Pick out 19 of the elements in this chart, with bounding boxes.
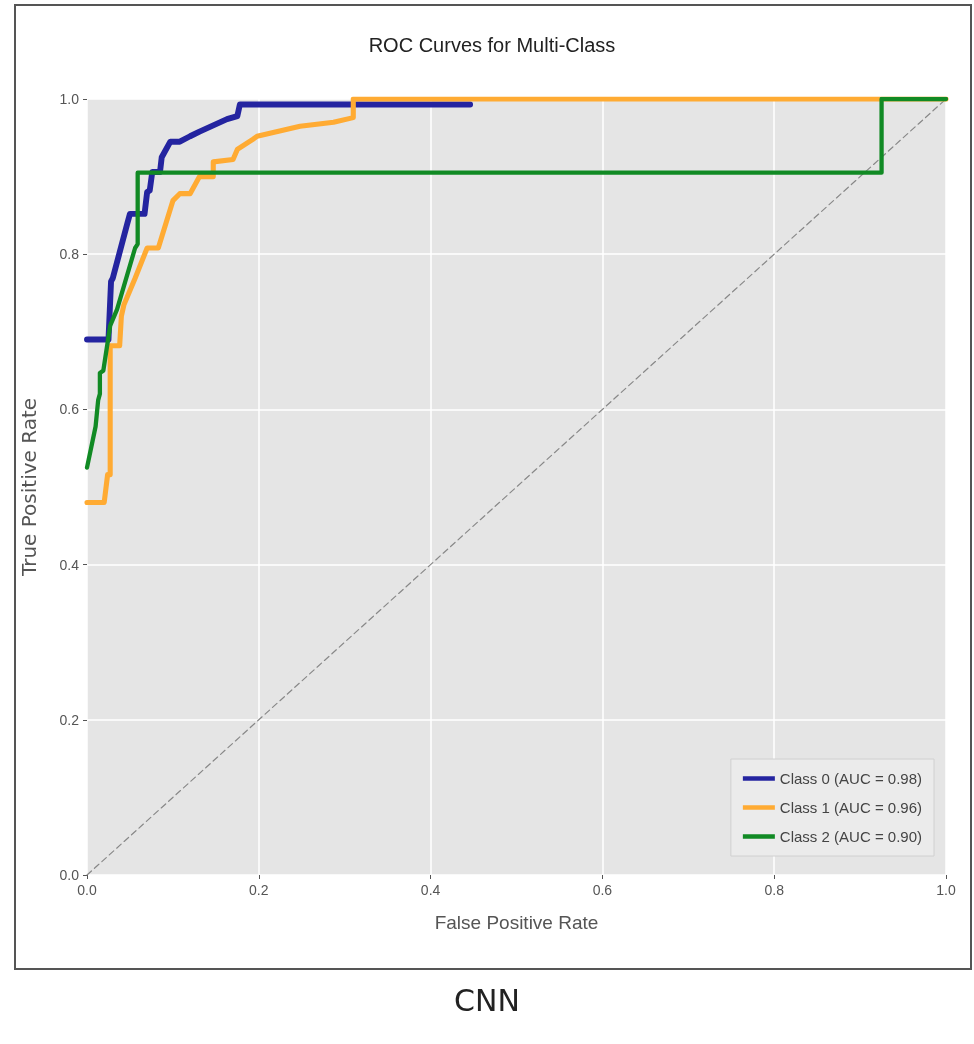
x-tick-label: 0.4 (420, 882, 441, 898)
text: CNN (454, 982, 520, 1018)
x-axis-title: False Positive Rate (434, 912, 599, 933)
x-tick-label: 0.8 (764, 882, 785, 898)
x-tick-label: 0.2 (249, 882, 269, 898)
chart-title: ROC Curves for Multi-Class (368, 34, 616, 56)
y-tick-label: 0.4 (59, 556, 80, 573)
y-tick-label: 0.0 (59, 867, 80, 883)
legend-label: Class 1 (AUC = 0.96) (779, 799, 923, 816)
y-tick-label: 0.8 (59, 246, 80, 263)
y-tick-label: 1.0 (59, 91, 80, 107)
y-axis-title: True Positive Rate (17, 397, 41, 578)
y-tick-label: 0.6 (59, 401, 80, 418)
legend-label: Class 0 (AUC = 0.98) (779, 770, 923, 787)
y-tick-label: 0.2 (59, 711, 80, 728)
x-tick-label: 1.0 (936, 882, 956, 898)
legend-label: Class 2 (AUC = 0.90) (779, 828, 923, 845)
x-tick-label: 0.0 (77, 882, 97, 898)
x-tick-label: 0.6 (592, 882, 613, 898)
